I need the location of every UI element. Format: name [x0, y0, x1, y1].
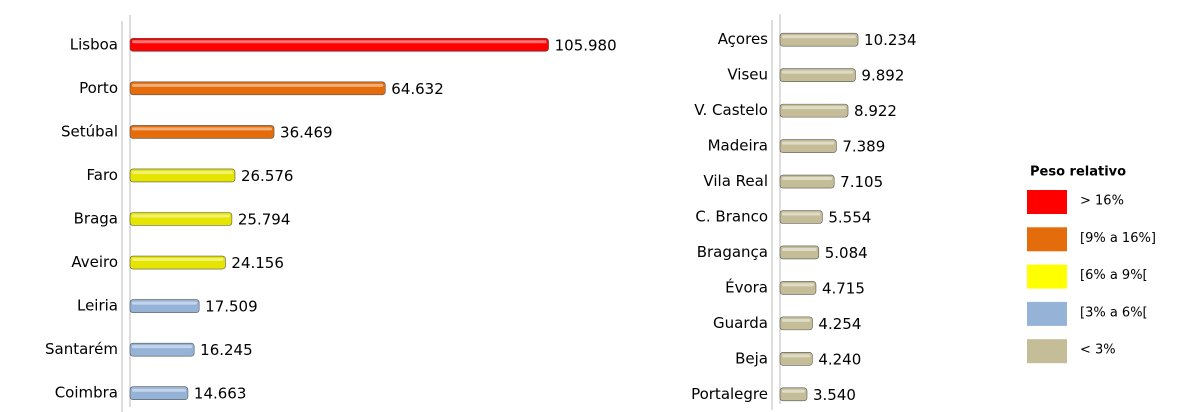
value-label: 5.084 [825, 244, 868, 262]
category-label: Açores [718, 30, 768, 48]
legend-label: > 16% [1080, 194, 1124, 209]
value-label: 7.389 [842, 138, 885, 156]
bar [779, 387, 808, 402]
category-label: C. Branco [695, 208, 768, 226]
bar-highlight [132, 170, 233, 174]
value-label: 7.105 [840, 173, 883, 191]
bar [129, 299, 200, 313]
legend-swatch [1027, 264, 1067, 289]
category-label: Porto [79, 79, 118, 97]
bar [779, 139, 837, 153]
value-label: 17.509 [205, 298, 258, 316]
bar [129, 386, 189, 401]
bar-highlight [782, 106, 847, 110]
bar-highlight [782, 70, 854, 74]
category-label: Santarém [45, 340, 118, 358]
legend-label: [9% a 16%] [1080, 231, 1156, 246]
bar [779, 68, 856, 82]
legend-title: Peso relativo [1030, 165, 1126, 180]
value-label: 9.892 [861, 67, 904, 85]
category-label: Évora [725, 277, 768, 296]
bar [779, 316, 813, 331]
category-label: Viseu [727, 66, 768, 84]
bar-highlight [782, 247, 817, 251]
bar [779, 32, 859, 47]
legend-label: [6% a 9%[ [1080, 268, 1148, 283]
category-label: Coimbra [55, 384, 118, 402]
bar [129, 168, 236, 183]
bar-highlight [782, 318, 811, 322]
value-label: 5.554 [828, 209, 871, 227]
bar [779, 103, 849, 118]
category-label: V. Castelo [694, 101, 768, 119]
category-label: Guarda [713, 314, 768, 332]
bar-highlight [782, 141, 835, 145]
bar [129, 125, 275, 139]
category-label: Faro [87, 166, 118, 184]
bar-highlight [132, 127, 273, 131]
bar-highlight [782, 389, 805, 393]
bar-highlight [132, 345, 193, 349]
legend-swatch [1027, 227, 1067, 252]
bar-highlight [132, 83, 384, 87]
bar-highlight [782, 283, 814, 287]
bar-highlight [132, 388, 186, 392]
bar-highlight [782, 35, 857, 39]
value-label: 4.240 [818, 350, 861, 368]
bar-highlight [132, 258, 224, 262]
bar [779, 281, 817, 295]
category-label: Portalegre [691, 385, 768, 403]
legend-label: [3% a 6%[ [1080, 305, 1148, 320]
legend-swatch [1027, 339, 1067, 364]
value-label: 4.254 [818, 315, 861, 333]
value-label: 8.922 [854, 102, 897, 120]
category-label: Vila Real [703, 172, 768, 190]
category-label: Beja [735, 349, 768, 367]
bar-highlight [132, 40, 547, 44]
value-label: 4.715 [822, 279, 865, 297]
category-label: Madeira [708, 137, 768, 155]
bar-highlight [132, 301, 198, 305]
bar [129, 342, 195, 357]
bar-highlight [782, 212, 821, 216]
category-label: Lisboa [70, 35, 118, 53]
category-label: Braga [74, 210, 118, 228]
legend-label: < 3% [1080, 343, 1116, 358]
value-label: 10.234 [864, 31, 917, 49]
category-label: Leiria [77, 297, 118, 315]
bar-highlight [782, 354, 811, 358]
legend-swatch [1027, 190, 1067, 214]
bar [779, 245, 820, 260]
bar [779, 174, 835, 189]
bar [129, 81, 386, 96]
category-label: Setúbal [61, 122, 118, 140]
legend-swatch [1027, 301, 1067, 326]
bar [129, 212, 233, 226]
category-label: Bragança [697, 243, 768, 261]
bar [779, 210, 823, 224]
value-label: 16.245 [200, 341, 253, 359]
bar-highlight [782, 177, 833, 181]
value-label: 64.632 [391, 80, 444, 98]
value-label: 25.794 [238, 211, 290, 229]
value-label: 24.156 [231, 254, 284, 272]
bar-highlight [132, 214, 230, 218]
value-label: 3.540 [813, 386, 856, 404]
bar [779, 352, 813, 366]
value-label: 14.663 [194, 385, 247, 403]
value-label: 105.980 [555, 36, 617, 54]
bar [129, 255, 226, 270]
value-label: 36.469 [280, 123, 333, 141]
value-label: 26.576 [241, 167, 294, 185]
category-label: Aveiro [71, 253, 118, 271]
bar [129, 37, 549, 52]
